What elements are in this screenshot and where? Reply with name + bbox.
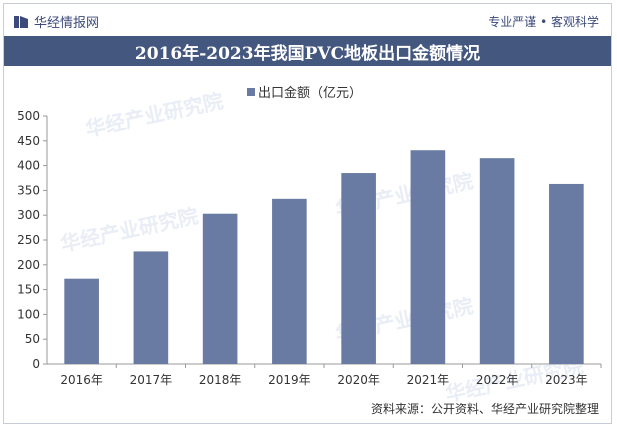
bar [272, 198, 307, 364]
y-tick-label: 300 [17, 208, 40, 222]
bar-chart: 出口金额（亿元） 0 50 100 150 200 250 300 350 400 450 500 20… [17, 85, 602, 387]
legend-label: 出口金额（亿元） [258, 85, 362, 101]
y-tick-label: 0 [32, 357, 40, 371]
huajing-logo-icon [14, 15, 28, 28]
bar [479, 158, 515, 364]
x-tick-label: 2022年 [476, 373, 519, 387]
y-tick-label: 450 [17, 134, 40, 148]
y-tick-label: 350 [17, 183, 40, 197]
x-tick-label: 2023年 [545, 373, 588, 387]
legend-swatch [247, 88, 255, 96]
y-tick-label: 100 [17, 307, 40, 321]
header: 华经情报网 专业严谨 • 客观科学 [4, 4, 611, 36]
bar [133, 251, 169, 364]
x-tick-label: 2018年 [199, 373, 242, 387]
y-tick-label: 50 [25, 332, 40, 346]
bar [64, 278, 99, 364]
bar [410, 150, 446, 364]
x-tick-label: 2017年 [130, 373, 173, 387]
bar [202, 213, 238, 364]
y-tick-label: 150 [17, 283, 40, 297]
y-tick-label: 400 [17, 159, 40, 173]
x-tick-label: 2019年 [268, 373, 311, 387]
bar [341, 173, 376, 364]
x-tick-label: 2016年 [60, 373, 103, 387]
logo-text: 华经情报网 [34, 16, 100, 31]
bar [549, 183, 584, 364]
logo: 华经情报网 [14, 12, 99, 31]
chart-title: 2016年-2023年我国PVC地板出口金额情况 [134, 43, 481, 64]
title-bar: 2016年-2023年我国PVC地板出口金额情况 [4, 36, 611, 66]
x-tick-label: 2021年 [407, 373, 450, 387]
slogan: 专业严谨 • 客观科学 [488, 15, 599, 29]
x-tick-label: 2020年 [337, 373, 380, 387]
source-note: 资料来源：公开资料、华经产业研究院整理 [370, 402, 599, 416]
chart-frame: 华经情报网 专业严谨 • 客观科学 2016年-2023年我国PVC地板出口金额… [3, 3, 612, 424]
y-tick-label: 500 [17, 109, 40, 123]
y-tick-label: 250 [17, 233, 40, 247]
y-tick-label: 200 [17, 258, 40, 272]
